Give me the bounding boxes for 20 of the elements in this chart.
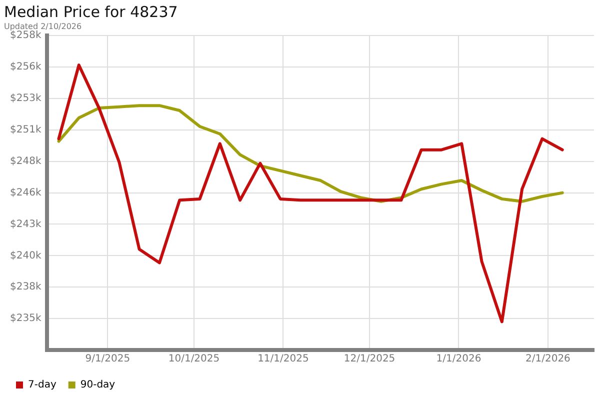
y-tick-label: $240k <box>10 250 42 262</box>
x-tick-label: 1/1/2026 <box>436 354 482 365</box>
x-tick-label: 11/1/2025 <box>258 354 309 365</box>
y-tick-label: $248k <box>10 156 42 167</box>
legend-label: 7-day <box>28 380 56 391</box>
y-tick-label: $246k <box>10 187 42 198</box>
y-tick-label: $253k <box>10 93 42 104</box>
x-tick-label: 12/1/2025 <box>344 354 396 365</box>
x-tick-label: 2/1/2026 <box>525 354 570 365</box>
y-tick-label: $235k <box>10 313 42 324</box>
chart-subtitle: Updated 2/10/2026 <box>4 22 82 31</box>
y-tick-label: $238k <box>10 282 42 293</box>
x-tick-label: 9/1/2025 <box>85 354 130 365</box>
y-tick-label: $251k <box>10 124 42 136</box>
legend-label: 90-day <box>80 380 116 391</box>
y-tick-label: $256k <box>10 62 42 73</box>
x-tick-label: 10/1/2025 <box>168 354 220 365</box>
y-tick-label: $258k <box>10 30 42 42</box>
y-tick-label: $243k <box>10 218 42 230</box>
chart-title: Median Price for 48237 <box>4 2 178 21</box>
